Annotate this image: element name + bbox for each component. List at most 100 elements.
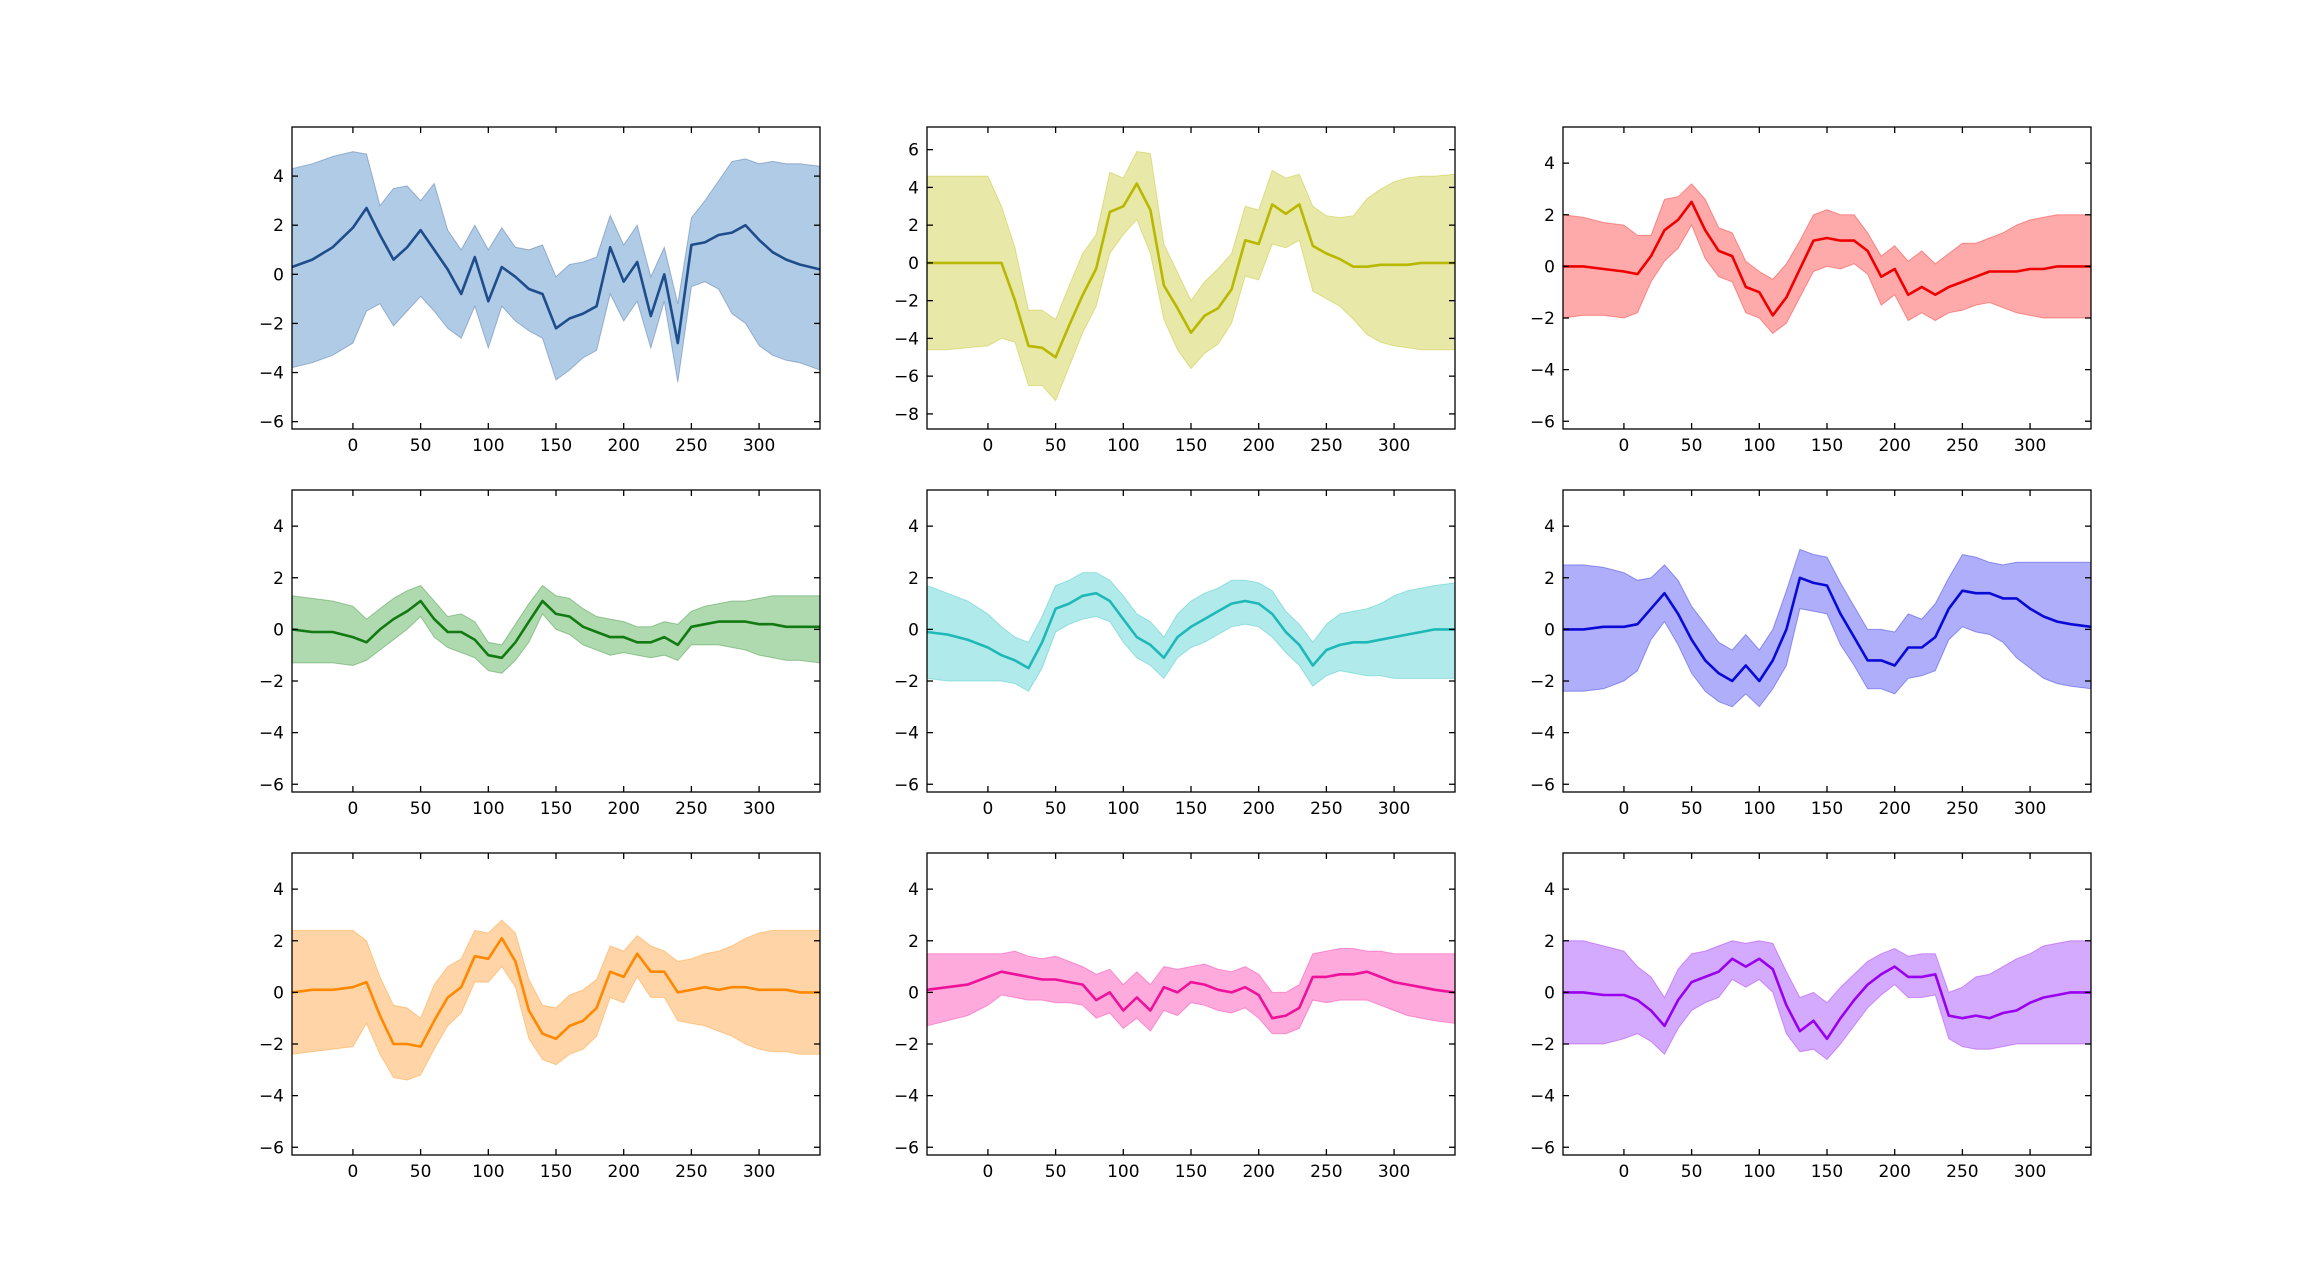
x-tick-label: 150 xyxy=(1175,1162,1207,1182)
y-tick-label: 2 xyxy=(273,216,284,236)
x-tick-label: 250 xyxy=(1310,799,1342,819)
y-tick-label: −4 xyxy=(894,1087,919,1107)
y-tick-label: −2 xyxy=(1530,1035,1555,1055)
confidence-band xyxy=(292,151,820,383)
x-tick-label: 150 xyxy=(1175,799,1207,819)
mean-line xyxy=(1563,200,2091,317)
x-tick-label: 150 xyxy=(1811,1162,1843,1182)
x-tick-label: 50 xyxy=(410,799,432,819)
x-tick-label: 100 xyxy=(1107,436,1139,456)
x-tick-label: 0 xyxy=(1619,799,1630,819)
plot-area xyxy=(927,948,1455,1035)
subplot-6: 0 50 100 150 200 250 300 −6 −4 −2 0 2 4 xyxy=(1530,489,2092,819)
mean-line xyxy=(927,591,1455,670)
x-tick-label: 100 xyxy=(1743,1162,1775,1182)
y-tick-label: 0 xyxy=(273,620,284,640)
x-tick-label: 300 xyxy=(1378,1162,1410,1182)
y-tick-label: −4 xyxy=(1530,1087,1555,1107)
x-tick-label: 50 xyxy=(1045,436,1067,456)
confidence-band xyxy=(1563,183,2091,335)
y-tick-label: 2 xyxy=(273,932,284,952)
y-tick-label: 4 xyxy=(273,167,284,187)
confidence-band xyxy=(927,948,1455,1035)
subplot-3: 0 50 100 150 200 250 300 −6 −4 −2 0 2 4 xyxy=(1530,126,2092,456)
y-tick-label: 0 xyxy=(273,265,284,285)
y-tick-label: −4 xyxy=(259,364,284,384)
x-tick-label: 0 xyxy=(983,799,994,819)
x-tick-label: 300 xyxy=(743,436,775,456)
y-tick-label: 0 xyxy=(1544,620,1555,640)
x-tick-label: 300 xyxy=(1378,799,1410,819)
y-tick-label: 6 xyxy=(908,141,919,161)
x-tick-label: 250 xyxy=(1310,1162,1342,1182)
x-tick-label: 200 xyxy=(1878,436,1910,456)
x-tick-label: 300 xyxy=(2014,1162,2046,1182)
y-tick-label: 2 xyxy=(273,569,284,589)
y-tick-label: 2 xyxy=(1544,932,1555,952)
x-tick-label: 150 xyxy=(540,799,572,819)
x-tick-label: 300 xyxy=(2014,799,2046,819)
x-tick-label: 250 xyxy=(1946,799,1978,819)
y-tick-label: 0 xyxy=(908,620,919,640)
x-tick-label: 250 xyxy=(675,1162,707,1182)
x-tick-label: 150 xyxy=(540,1162,572,1182)
x-tick-label: 50 xyxy=(1045,1162,1067,1182)
x-tick-label: 50 xyxy=(410,1162,432,1182)
mean-line xyxy=(1563,576,2091,683)
y-tick-label: 2 xyxy=(1544,206,1555,226)
plot-area xyxy=(927,150,1455,402)
x-tick-label: 50 xyxy=(1681,436,1703,456)
y-tick-label: −4 xyxy=(894,724,919,744)
x-tick-label: 100 xyxy=(1743,799,1775,819)
x-tick-label: 150 xyxy=(1811,799,1843,819)
y-tick-label: 2 xyxy=(908,932,919,952)
x-tick-label: 200 xyxy=(1242,799,1274,819)
plot-area xyxy=(1563,183,2091,335)
x-tick-label: 250 xyxy=(1946,436,1978,456)
y-tick-label: 2 xyxy=(1544,569,1555,589)
confidence-band xyxy=(1563,940,2091,1061)
y-tick-label: −4 xyxy=(1530,361,1555,381)
subplot-9: 0 50 100 150 200 250 300 −6 −4 −2 0 2 4 xyxy=(1530,852,2092,1182)
mean-line xyxy=(927,970,1455,1020)
x-tick-label: 100 xyxy=(1743,436,1775,456)
x-tick-label: 300 xyxy=(1378,436,1410,456)
y-tick-label: 4 xyxy=(1544,880,1555,900)
x-tick-label: 250 xyxy=(675,436,707,456)
x-tick-label: 250 xyxy=(1946,1162,1978,1182)
plot-area xyxy=(292,919,820,1081)
mean-line xyxy=(1563,957,2091,1041)
y-tick-label: −6 xyxy=(894,367,919,387)
subplot-5: 0 50 100 150 200 250 300 −6 −4 −2 0 2 4 xyxy=(894,489,1456,819)
mean-line xyxy=(292,599,820,660)
confidence-band xyxy=(927,150,1455,402)
y-tick-label: 4 xyxy=(273,517,284,537)
plot-area xyxy=(292,151,820,383)
subplot-8: 0 50 100 150 200 250 300 −6 −4 −2 0 2 4 xyxy=(894,852,1456,1182)
y-tick-label: −2 xyxy=(1530,309,1555,329)
x-tick-label: 0 xyxy=(348,436,359,456)
y-tick-label: 4 xyxy=(908,178,919,198)
y-tick-label: −8 xyxy=(894,405,919,425)
x-tick-label: 300 xyxy=(2014,436,2046,456)
x-tick-label: 0 xyxy=(1619,1162,1630,1182)
x-tick-label: 200 xyxy=(1878,1162,1910,1182)
y-tick-label: −2 xyxy=(259,314,284,334)
y-tick-label: 0 xyxy=(1544,983,1555,1003)
x-tick-label: 0 xyxy=(1619,436,1630,456)
mean-line xyxy=(292,206,820,345)
y-tick-label: −4 xyxy=(259,724,284,744)
plot-area xyxy=(1563,548,2091,708)
y-tick-label: −2 xyxy=(894,1035,919,1055)
x-tick-label: 200 xyxy=(1878,799,1910,819)
y-tick-label: 0 xyxy=(908,254,919,274)
y-tick-label: 0 xyxy=(273,983,284,1003)
y-tick-label: 2 xyxy=(908,569,919,589)
y-tick-label: −2 xyxy=(1530,672,1555,692)
y-tick-label: −6 xyxy=(259,1138,284,1158)
x-tick-label: 150 xyxy=(1811,436,1843,456)
y-tick-label: −2 xyxy=(259,1035,284,1055)
x-tick-label: 250 xyxy=(675,799,707,819)
y-tick-label: −4 xyxy=(1530,724,1555,744)
